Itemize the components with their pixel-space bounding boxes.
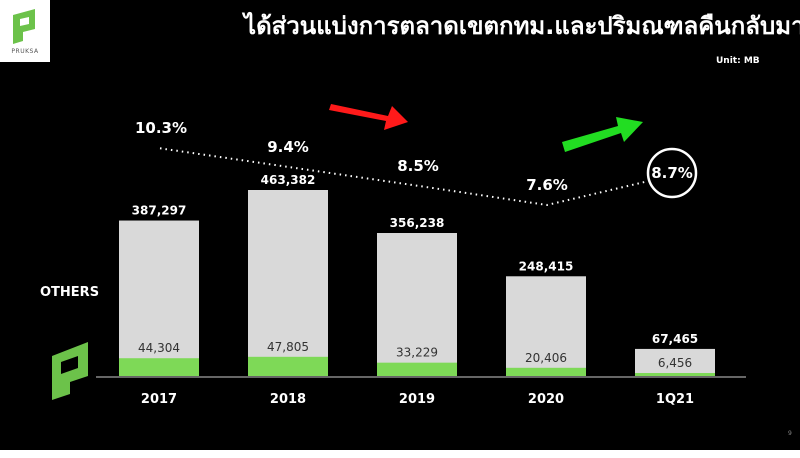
bar-total-1Q21 <box>635 348 715 376</box>
pruksa-logo: PRUKSA <box>0 0 50 62</box>
bar-total-label: 67,465 <box>652 332 698 346</box>
bar-total-2017 <box>119 220 199 376</box>
bar-total-2019 <box>377 233 457 376</box>
market-share-label: 9.4% <box>267 138 309 156</box>
bar-segment-label: 44,304 <box>138 341 180 355</box>
bar-segment-2018 <box>248 356 328 376</box>
green-up-arrow-icon <box>562 117 643 152</box>
market-share-line <box>159 147 646 207</box>
market-share-label: 8.5% <box>397 157 439 175</box>
bar-total-label: 356,238 <box>390 216 445 230</box>
pruksa-logo-icon <box>13 9 35 44</box>
bar-segment-label: 33,229 <box>396 346 438 360</box>
bar-segment-2017 <box>119 358 199 376</box>
market-share-label: 7.6% <box>526 176 568 194</box>
bar-segment-label: 20,406 <box>525 351 567 365</box>
red-down-arrow-icon <box>329 104 408 130</box>
bar-total-label: 248,415 <box>519 259 574 273</box>
bar-segment-label: 6,456 <box>658 356 692 370</box>
bar-segment-2020 <box>506 367 586 376</box>
x-tick-label: 2017 <box>141 392 177 407</box>
market-share-label: 8.7% <box>651 164 693 182</box>
x-tick-label: 1Q21 <box>656 392 694 407</box>
brand-p-mark <box>52 342 88 400</box>
bar-total-label: 387,297 <box>132 204 187 218</box>
x-tick-label: 2018 <box>270 392 306 407</box>
market-share-label: 10.3% <box>135 119 187 137</box>
bar-segment-2019 <box>377 362 457 376</box>
highlight-circle <box>646 147 698 199</box>
x-tick-label: 2020 <box>528 392 564 407</box>
brand-name: PRUKSA <box>11 48 39 55</box>
unit-label: Unit: MB <box>716 56 760 66</box>
bar-segment-label: 47,805 <box>267 340 309 354</box>
bar-total-label: 463,382 <box>261 173 316 187</box>
others-label: OTHERS <box>40 285 99 300</box>
bar-total-2018 <box>248 190 328 376</box>
page-number: 9 <box>788 430 792 437</box>
bottom-strip <box>0 450 800 458</box>
slide-title: ได้ส่วนแบ่งการตลาดเขตกทม.และปริมณฑลคืนกล… <box>244 12 800 40</box>
bar-segment-1Q21 <box>635 373 715 376</box>
x-tick-label: 2019 <box>399 392 435 407</box>
bar-total-2020 <box>506 276 586 376</box>
